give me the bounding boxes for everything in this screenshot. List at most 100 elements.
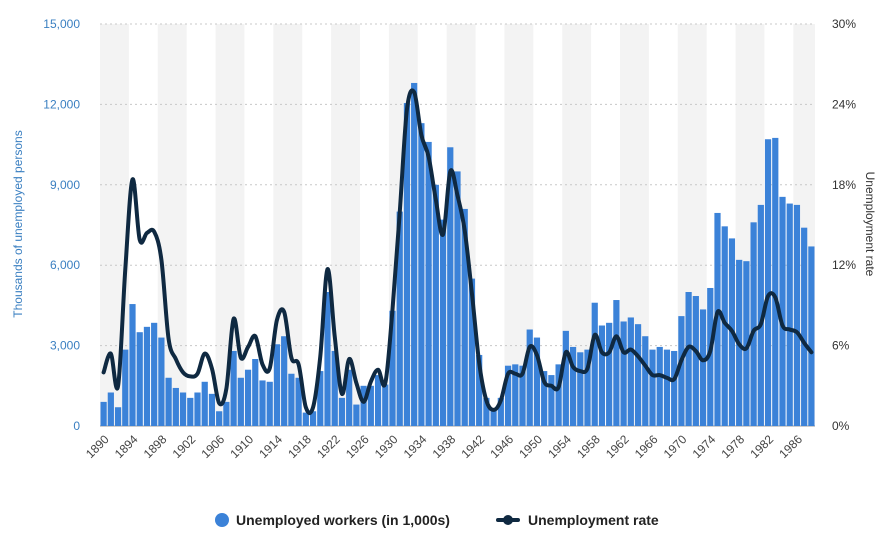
bar-1904[interactable] [201,381,208,426]
bar-1958[interactable] [591,302,598,426]
bar-1969[interactable] [671,350,678,426]
bar-1903[interactable] [194,392,201,427]
bar-1928[interactable] [374,375,382,426]
bar-1922[interactable] [331,350,338,426]
bar-1976[interactable] [721,226,728,426]
bar-1968[interactable] [663,349,671,426]
bar-1921[interactable] [324,292,331,426]
bar-1938[interactable] [447,147,454,426]
bar-1931[interactable] [396,211,403,426]
bar-1984[interactable] [779,196,786,426]
bar-1919[interactable] [309,411,317,426]
bar-1985[interactable] [786,203,793,426]
bar-1970[interactable] [678,316,685,426]
legend-bars-label[interactable]: Unemployed workers (in 1,000s) [236,512,450,528]
bar-1964[interactable] [634,324,642,426]
legend-line-marker[interactable] [496,515,520,525]
bar-1963[interactable] [627,317,634,426]
bar-1947[interactable] [512,364,519,426]
bar-1974[interactable] [707,287,714,426]
bar-1897[interactable] [151,322,158,426]
bar-1955[interactable] [569,346,577,426]
bar-1965[interactable] [642,336,649,426]
bar-1893[interactable] [122,349,129,426]
legend-bars-marker[interactable] [215,513,229,527]
bar-1913[interactable] [266,381,273,426]
bar-1986[interactable] [793,204,801,426]
bar-1917[interactable] [295,377,302,426]
bar-1982[interactable] [764,139,772,427]
bar-1967[interactable] [656,346,663,426]
bar-1899[interactable] [165,377,172,426]
bar-1959[interactable] [598,325,606,427]
bar-1950[interactable] [533,337,541,426]
bar-1988[interactable] [808,246,815,426]
bar-1898[interactable] [158,337,165,426]
bar-1901[interactable] [179,392,187,427]
bar-1911[interactable] [252,359,259,426]
bar-1937[interactable] [439,219,447,426]
bar-1930[interactable] [389,310,396,426]
bar-1948[interactable] [519,365,526,426]
bar-1909[interactable] [237,377,244,426]
bar-1929[interactable] [382,384,389,426]
bar-1914[interactable] [273,344,281,426]
bar-1946[interactable] [504,365,512,426]
bar-1987[interactable] [801,227,808,426]
bar-1920[interactable] [317,371,324,426]
bar-1891[interactable] [107,392,114,427]
bar-1945[interactable] [497,397,504,426]
bar-1936[interactable] [432,184,439,426]
bar-1892[interactable] [114,407,122,426]
bar-1949[interactable] [526,329,533,426]
bar-1894[interactable] [129,304,136,426]
bar-1980[interactable] [750,222,757,426]
bar-1907[interactable] [223,401,230,426]
bar-1973[interactable] [699,309,707,426]
bar-1966[interactable] [649,349,656,426]
bar-1912[interactable] [259,380,266,426]
bar-1923[interactable] [338,397,346,426]
bar-1942[interactable] [476,354,483,426]
bar-1943[interactable] [483,397,490,426]
bar-1962[interactable] [620,321,627,426]
bar-1910[interactable] [244,369,252,426]
bar-1961[interactable] [613,300,620,426]
bar-1956[interactable] [577,352,584,426]
bar-1971[interactable] [685,292,692,426]
bar-1957[interactable] [584,349,591,426]
bar-1951[interactable] [541,371,548,426]
bar-1927[interactable] [367,385,374,426]
bar-1924[interactable] [346,369,353,426]
bar-1981[interactable] [757,204,764,426]
bar-1918[interactable] [302,412,309,426]
legend-line-label[interactable]: Unemployment rate [528,512,659,528]
bar-1935[interactable] [425,141,432,427]
bar-1952[interactable] [548,375,555,426]
bar-1896[interactable] [143,326,151,426]
bar-1915[interactable] [281,336,288,426]
bar-1972[interactable] [692,296,699,426]
bar-1916[interactable] [288,373,295,426]
bar-1926[interactable] [360,385,367,426]
bar-1932[interactable] [403,103,411,426]
bar-1900[interactable] [172,387,179,426]
bar-1953[interactable] [555,364,562,426]
bar-1960[interactable] [606,322,613,426]
bar-1908[interactable] [230,350,237,426]
bar-1902[interactable] [187,397,194,426]
bar-1895[interactable] [136,332,143,426]
bar-1925[interactable] [353,404,360,426]
bar-1934[interactable] [418,123,425,426]
bar-1979[interactable] [743,261,750,426]
bar-1944[interactable] [490,408,497,426]
bar-1941[interactable] [468,278,476,426]
bar-1983[interactable] [772,137,779,426]
bar-1905[interactable] [208,393,216,426]
bar-1933[interactable] [411,82,418,427]
bar-1939[interactable] [454,171,461,426]
bar-1906[interactable] [216,411,223,426]
bar-1890[interactable] [100,401,107,426]
bar-1940[interactable] [461,208,468,426]
bar-1954[interactable] [562,330,569,426]
